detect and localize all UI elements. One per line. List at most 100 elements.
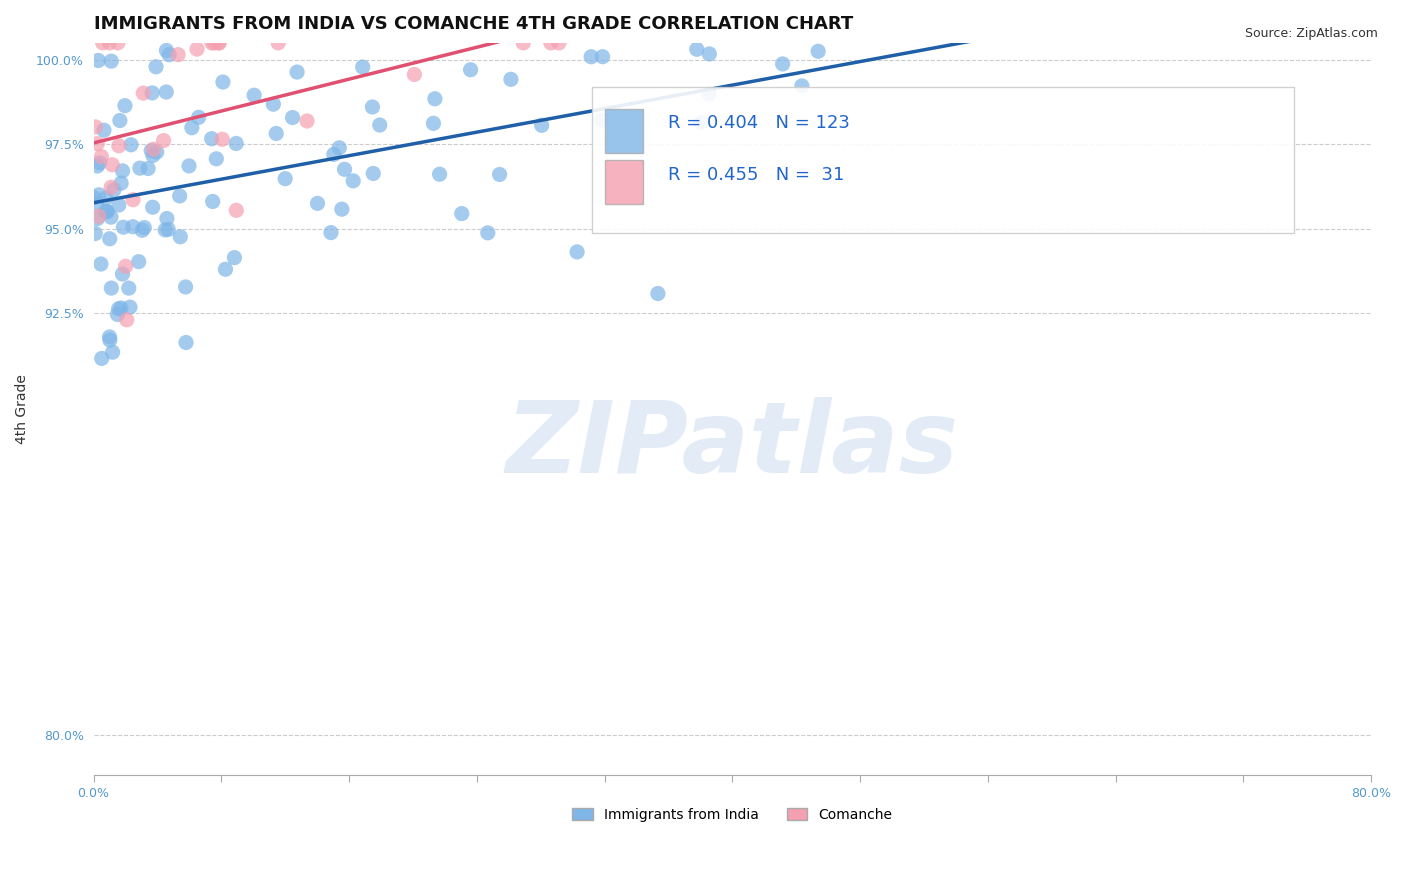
Immigrants from India (93, 123, 115, 137)
Immigrants from India (264, 127, 287, 141)
Immigrants from India (499, 72, 522, 87)
Text: Source: ZipAtlas.com: Source: ZipAtlas.com (1244, 27, 1378, 40)
Comanche (404, 67, 426, 81)
Immigrants from India (274, 171, 297, 186)
Immigrants from India (101, 345, 124, 359)
Immigrants from India (328, 141, 350, 155)
Immigrants from India (565, 244, 588, 259)
Immigrants from India (319, 226, 342, 240)
Immigrants from India (333, 162, 356, 177)
Immigrants from India (141, 144, 163, 158)
Immigrants from India (699, 46, 721, 61)
Immigrants from India (118, 281, 141, 295)
Immigrants from India (131, 223, 153, 237)
Immigrants from India (330, 202, 353, 217)
Immigrants from India (111, 164, 134, 178)
Immigrants from India (108, 113, 131, 128)
Immigrants from India (136, 161, 159, 176)
Immigrants from India (346, 19, 368, 33)
Comanche (91, 36, 114, 50)
Immigrants from India (690, 115, 713, 129)
Comanche (90, 150, 112, 164)
Immigrants from India (201, 194, 224, 209)
Immigrants from India (422, 116, 444, 130)
Immigrants from India (361, 166, 384, 180)
Immigrants from India (94, 204, 117, 219)
Comanche (186, 42, 208, 56)
Immigrants from India (845, 19, 868, 33)
Immigrants from India (488, 168, 510, 182)
Immigrants from India (111, 267, 134, 281)
Immigrants from India (1281, 19, 1303, 33)
Immigrants from India (97, 29, 120, 43)
Immigrants from India (155, 44, 177, 58)
Immigrants from India (83, 191, 105, 205)
Comanche (211, 132, 233, 146)
Immigrants from India (86, 159, 108, 173)
Immigrants from India (665, 19, 688, 33)
Immigrants from India (1146, 19, 1168, 33)
Immigrants from India (120, 137, 142, 152)
Text: ZIPatlas: ZIPatlas (506, 397, 959, 494)
Immigrants from India (98, 232, 121, 246)
Immigrants from India (142, 148, 165, 162)
Text: R = 0.455   N =  31: R = 0.455 N = 31 (668, 166, 845, 184)
Immigrants from India (734, 19, 756, 33)
Immigrants from India (112, 220, 135, 235)
Immigrants from India (224, 251, 246, 265)
Comanche (114, 260, 136, 274)
Immigrants from India (107, 301, 129, 316)
Immigrants from India (201, 131, 224, 145)
Immigrants from India (225, 136, 247, 151)
Comanche (107, 36, 129, 50)
Immigrants from India (107, 307, 129, 321)
Immigrants from India (142, 200, 165, 214)
Immigrants from India (94, 191, 117, 205)
Immigrants from India (114, 98, 136, 112)
Immigrants from India (128, 254, 150, 268)
Comanche (108, 138, 131, 153)
Immigrants from India (156, 211, 179, 226)
Immigrants from India (361, 100, 384, 114)
Comanche (152, 134, 174, 148)
Immigrants from India (174, 280, 197, 294)
Y-axis label: 4th Grade: 4th Grade (15, 375, 30, 444)
Immigrants from India (96, 204, 118, 219)
Immigrants from India (307, 196, 329, 211)
Comanche (201, 36, 224, 50)
Comanche (98, 36, 121, 50)
Immigrants from India (214, 262, 236, 277)
Immigrants from India (1240, 19, 1263, 33)
Comanche (100, 180, 122, 194)
FancyBboxPatch shape (605, 109, 643, 153)
Immigrants from India (84, 227, 107, 241)
Immigrants from India (281, 111, 304, 125)
Comanche (101, 158, 124, 172)
Comanche (84, 120, 107, 134)
Immigrants from India (262, 97, 284, 112)
Immigrants from India (352, 60, 374, 74)
Comanche (167, 47, 190, 62)
Immigrants from India (110, 301, 132, 315)
Immigrants from India (87, 187, 110, 202)
Immigrants from India (790, 78, 813, 93)
Legend: Immigrants from India, Comanche: Immigrants from India, Comanche (567, 802, 898, 827)
Immigrants from India (322, 147, 344, 161)
Comanche (132, 86, 155, 100)
Immigrants from India (121, 219, 143, 234)
Immigrants from India (477, 226, 499, 240)
Immigrants from India (145, 60, 167, 74)
Comanche (87, 209, 110, 223)
Comanche (225, 203, 247, 218)
Immigrants from India (579, 50, 602, 64)
Comanche (122, 193, 145, 207)
Immigrants from India (697, 87, 720, 102)
Immigrants from India (86, 211, 108, 226)
Immigrants from India (87, 54, 110, 68)
Immigrants from India (205, 152, 228, 166)
Immigrants from India (187, 111, 209, 125)
Immigrants from India (1144, 19, 1167, 33)
Immigrants from India (423, 92, 446, 106)
Immigrants from India (285, 65, 308, 79)
Immigrants from India (86, 197, 108, 211)
